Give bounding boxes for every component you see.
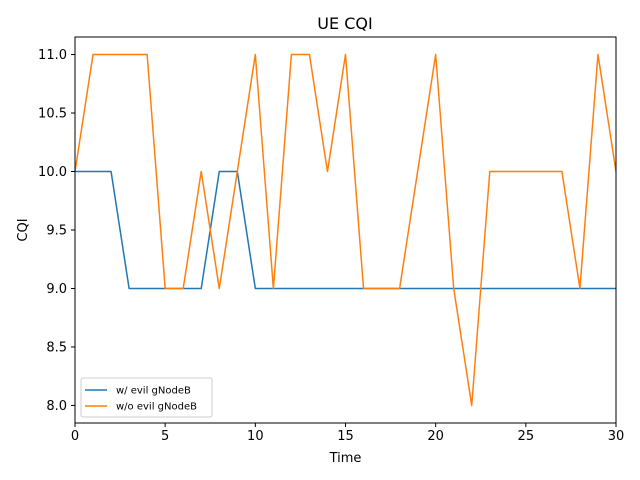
x-axis: 0 5 10 15 20 25 30 (71, 423, 624, 444)
legend-label-w-evil: w/ evil gNodeB (116, 386, 191, 397)
x-tick-label: 5 (161, 429, 169, 444)
y-axis: 8.0 8.5 9.0 9.5 10.0 10.5 11.0 (38, 48, 75, 414)
x-tick-label: 30 (608, 429, 625, 444)
x-tick-label: 20 (427, 429, 444, 444)
y-tick-label: 11.0 (38, 48, 67, 63)
x-axis-label: Time (329, 451, 362, 466)
y-tick-label: 10.5 (38, 107, 67, 122)
x-tick-label: 25 (518, 429, 535, 444)
x-tick-label: 15 (337, 429, 354, 444)
y-tick-label: 8.5 (46, 340, 67, 355)
chart-title: UE CQI (317, 14, 372, 33)
y-axis-label: CQI (16, 218, 31, 241)
series-layer (74, 53, 617, 407)
y-tick-label: 8.0 (46, 399, 67, 414)
series-line-0 (75, 170, 616, 290)
legend-label-wo-evil: w/o evil gNodeB (116, 402, 197, 413)
y-tick-label: 9.0 (46, 282, 67, 297)
legend: w/ evil gNodeB w/o evil gNodeB (80, 377, 213, 418)
y-tick-label: 10.0 (38, 165, 67, 180)
legend-box (80, 377, 213, 418)
plot-frame (74, 36, 617, 424)
x-tick-label: 10 (247, 429, 264, 444)
series-line-1 (74, 53, 617, 407)
y-tick-label: 9.5 (46, 224, 67, 239)
x-tick-label: 0 (71, 429, 79, 444)
